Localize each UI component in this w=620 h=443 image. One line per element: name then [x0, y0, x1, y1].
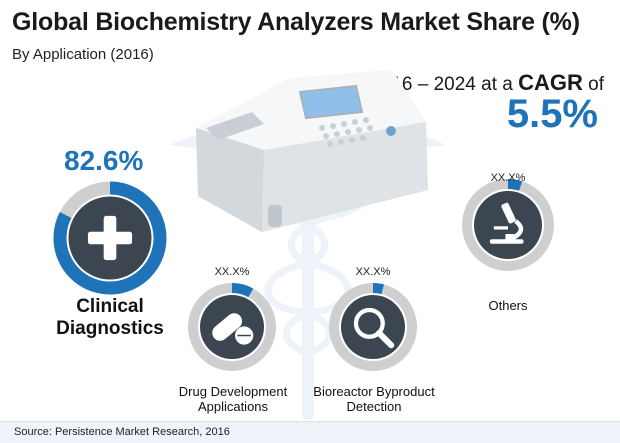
- pills-icon: [212, 313, 254, 345]
- others-value: XX.X%: [490, 172, 526, 184]
- cagr-of: of: [582, 74, 604, 95]
- analyzer-device-image: [196, 70, 428, 232]
- others-icon-disc: [474, 191, 542, 259]
- chart-title: Global Biochemistry Analyzers Market Sha…: [12, 8, 580, 36]
- bioreactor-ring-arc: [372, 283, 384, 295]
- clinical-diagnostics-value: 82.6%: [64, 145, 144, 176]
- plus-icon: [87, 215, 133, 261]
- source-note: Source: Persistence Market Research, 201…: [0, 421, 620, 443]
- clinical-diagnostics-label: Clinical Diagnostics: [56, 296, 164, 339]
- drug-development-ring-arc: [231, 283, 254, 298]
- cagr-at-a: at a: [475, 74, 519, 95]
- magnifier-icon: [353, 307, 395, 349]
- others-ring-arc: [507, 179, 523, 191]
- cagr-value: 5.5%: [506, 92, 598, 136]
- bioreactor-label: Bioreactor Byproduct Detection: [313, 384, 435, 414]
- drug-development-value: XX.X%: [214, 266, 250, 278]
- microscope-icon: [489, 202, 524, 244]
- bioreactor-value: XX.X%: [355, 266, 391, 278]
- bioreactor-icon-disc: [341, 295, 405, 359]
- chart-subtitle: By Application (2016): [12, 46, 154, 63]
- drug-development-label: Drug Development Applications: [178, 384, 288, 414]
- others-label: Others: [488, 298, 528, 313]
- clinical-diagnostics-ring-arc: [53, 181, 167, 295]
- cagr-label: CAGR: [518, 70, 583, 95]
